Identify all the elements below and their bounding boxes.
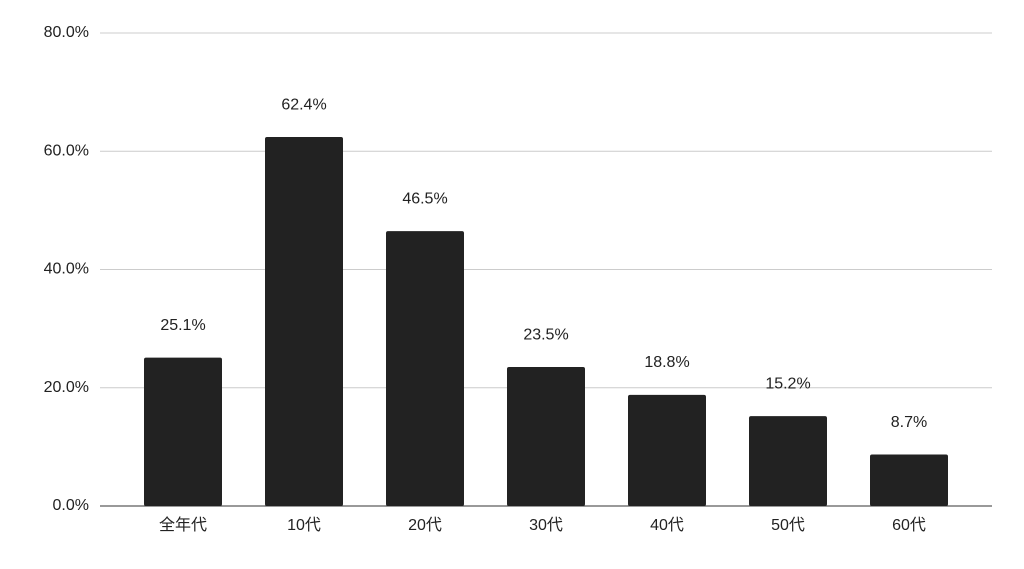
data-label: 23.5% <box>523 326 568 343</box>
bar <box>628 394 706 506</box>
y-tick-label: 20.0% <box>44 379 89 396</box>
x-tick-label: 全年代 <box>159 516 207 534</box>
x-tick-label: 10代 <box>287 516 321 534</box>
bar <box>507 367 585 506</box>
y-tick-label: 60.0% <box>44 142 89 159</box>
data-label: 46.5% <box>402 190 447 207</box>
bar <box>265 137 343 506</box>
x-tick-label: 20代 <box>408 516 442 534</box>
bar <box>870 454 948 506</box>
y-tick-label: 80.0% <box>44 24 89 41</box>
x-tick-label: 30代 <box>529 516 563 534</box>
y-tick-label: 0.0% <box>53 497 89 514</box>
y-tick-label: 40.0% <box>44 261 89 278</box>
data-label: 8.7% <box>891 414 927 431</box>
data-label: 62.4% <box>281 96 326 113</box>
bar <box>749 416 827 506</box>
x-tick-label: 50代 <box>771 516 805 534</box>
x-tick-label: 60代 <box>892 516 926 534</box>
x-tick-label: 40代 <box>650 516 684 534</box>
bar <box>386 231 464 506</box>
data-label: 18.8% <box>644 354 689 371</box>
data-label: 15.2% <box>765 375 810 392</box>
bar <box>144 357 222 506</box>
data-label: 25.1% <box>160 317 205 334</box>
